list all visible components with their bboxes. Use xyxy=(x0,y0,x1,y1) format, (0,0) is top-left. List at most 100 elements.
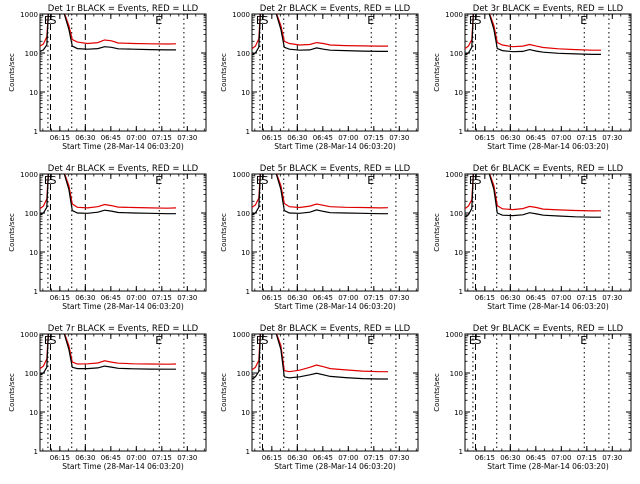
marker-label: E xyxy=(580,334,587,347)
marker-label: E xyxy=(155,174,162,187)
marker-label: S xyxy=(49,334,56,347)
x-tick-label: 06:15 xyxy=(50,454,70,462)
panel-1: Det 1r BLACK = Events, RED = LLD 1 10 100 10… xyxy=(8,4,207,151)
y-tick-label: 10 xyxy=(29,249,38,257)
x-tick-label: 06:15 xyxy=(50,294,70,302)
x-tick-label: 06:45 xyxy=(101,134,121,142)
y-tick-label: 1000 xyxy=(232,11,250,19)
events-series-line xyxy=(40,174,176,216)
y-tick-label: 10 xyxy=(454,249,463,257)
marker-label: S xyxy=(49,174,56,187)
x-tick-label: 07:00 xyxy=(551,294,571,302)
y-tick-label: 100 xyxy=(450,210,463,218)
marker-label: E xyxy=(367,14,374,27)
events-series-line xyxy=(465,174,601,218)
plot-frame xyxy=(39,13,207,132)
x-tick-label: 07:30 xyxy=(177,454,197,462)
marker-label: E xyxy=(155,334,162,347)
x-tick-label: 07:30 xyxy=(177,294,197,302)
panel-8: Det 8r BLACK = Events, RED = LLD 1 10 100 10… xyxy=(220,324,419,471)
x-tick-label: 06:45 xyxy=(101,454,121,462)
x-tick-label: 06:15 xyxy=(475,134,495,142)
panel-title: Det 7r BLACK = Events, RED = LLD xyxy=(48,324,199,334)
panel-3: Det 3r BLACK = Events, RED = LLD 1 10 100 10… xyxy=(433,4,632,151)
x-tick-label: 06:15 xyxy=(475,454,495,462)
x-tick-label: 06:30 xyxy=(75,454,95,462)
panel-title: Det 9r BLACK = Events, RED = LLD xyxy=(473,324,624,334)
x-axis-label: Start Time (28-Mar-14 06:03:20) xyxy=(62,462,184,471)
y-tick-label: 1000 xyxy=(232,171,250,179)
x-tick-label: 06:30 xyxy=(287,134,307,142)
marker-label: E xyxy=(580,174,587,187)
y-axis-label: Counts/sec xyxy=(220,373,228,412)
marker-label: E xyxy=(580,14,587,27)
x-tick-label: 06:15 xyxy=(262,454,282,462)
y-tick-label: 100 xyxy=(237,370,250,378)
panel-6: Det 6r BLACK = Events, RED = LLD 1 10 100 10… xyxy=(433,164,632,311)
x-tick-label: 07:15 xyxy=(577,454,597,462)
x-tick-label: 06:45 xyxy=(313,134,333,142)
events-series-line xyxy=(252,334,388,380)
events-series-line xyxy=(465,14,601,56)
marker-label: E xyxy=(155,14,162,27)
marker-label: E xyxy=(367,174,374,187)
panel-title: Det 4r BLACK = Events, RED = LLD xyxy=(48,164,199,174)
x-tick-label: 06:30 xyxy=(500,294,520,302)
marker-label: S xyxy=(261,14,268,27)
panel-2: Det 2r BLACK = Events, RED = LLD 1 10 100 10… xyxy=(220,4,419,151)
x-tick-label: 07:00 xyxy=(551,134,571,142)
y-axis-label: Counts/sec xyxy=(433,53,441,92)
x-tick-label: 06:45 xyxy=(313,454,333,462)
x-tick-label: 06:30 xyxy=(500,454,520,462)
plot-frame xyxy=(464,13,632,132)
y-tick-label: 1 xyxy=(246,448,250,456)
plot-frame xyxy=(251,173,419,292)
events-series-line xyxy=(40,334,176,376)
x-tick-label: 07:30 xyxy=(177,134,197,142)
y-axis-label: Counts/sec xyxy=(8,213,16,252)
panel-9: Det 9r BLACK = Events, RED = LLD 1 10 100 10… xyxy=(433,324,632,471)
x-tick-label: 06:45 xyxy=(101,294,121,302)
y-tick-label: 1 xyxy=(459,128,463,136)
x-tick-label: 06:30 xyxy=(287,454,307,462)
y-axis-label: Counts/sec xyxy=(220,213,228,252)
panel-5: Det 5r BLACK = Events, RED = LLD 1 10 100 10… xyxy=(220,164,419,311)
x-tick-label: 07:15 xyxy=(577,294,597,302)
plot-frame xyxy=(251,13,419,132)
y-tick-label: 10 xyxy=(29,89,38,97)
x-tick-label: 06:30 xyxy=(75,294,95,302)
y-tick-label: 100 xyxy=(450,370,463,378)
x-tick-label: 06:15 xyxy=(262,134,282,142)
x-axis-label: Start Time (28-Mar-14 06:03:20) xyxy=(274,462,396,471)
plot-frame xyxy=(251,333,419,452)
marker-label: S xyxy=(474,334,481,347)
y-tick-label: 10 xyxy=(241,89,250,97)
x-tick-label: 07:00 xyxy=(338,454,358,462)
x-axis-label: Start Time (28-Mar-14 06:03:20) xyxy=(274,302,396,311)
x-tick-label: 06:30 xyxy=(500,134,520,142)
x-tick-label: 06:45 xyxy=(526,294,546,302)
x-tick-label: 07:00 xyxy=(338,134,358,142)
y-tick-label: 1000 xyxy=(20,171,38,179)
y-axis-label: Counts/sec xyxy=(8,53,16,92)
x-tick-label: 06:30 xyxy=(287,294,307,302)
plot-frame xyxy=(39,333,207,452)
x-tick-label: 07:30 xyxy=(602,294,622,302)
y-tick-label: 100 xyxy=(450,50,463,58)
x-tick-label: 07:00 xyxy=(126,454,146,462)
x-axis-label: Start Time (28-Mar-14 06:03:20) xyxy=(274,142,396,151)
marker-label: S xyxy=(474,14,481,27)
marker-label: S xyxy=(261,334,268,347)
marker-label: S xyxy=(261,174,268,187)
x-tick-label: 07:15 xyxy=(364,134,384,142)
x-tick-label: 06:15 xyxy=(475,294,495,302)
y-axis-label: Counts/sec xyxy=(433,373,441,412)
x-tick-label: 06:15 xyxy=(50,134,70,142)
y-tick-label: 10 xyxy=(454,89,463,97)
x-tick-label: 06:30 xyxy=(75,134,95,142)
x-tick-label: 07:00 xyxy=(551,454,571,462)
panel-title: Det 6r BLACK = Events, RED = LLD xyxy=(473,164,624,174)
y-tick-label: 10 xyxy=(241,249,250,257)
